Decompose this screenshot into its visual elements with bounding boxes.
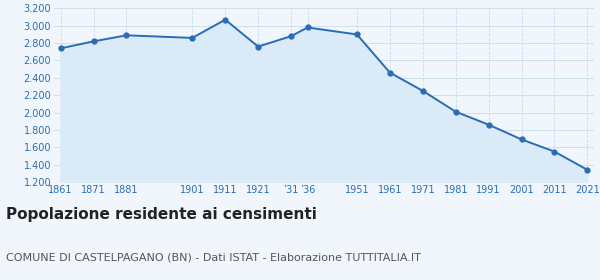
Text: Popolazione residente ai censimenti: Popolazione residente ai censimenti bbox=[6, 207, 317, 222]
Text: COMUNE DI CASTELPAGANO (BN) - Dati ISTAT - Elaborazione TUTTITALIA.IT: COMUNE DI CASTELPAGANO (BN) - Dati ISTAT… bbox=[6, 252, 421, 262]
